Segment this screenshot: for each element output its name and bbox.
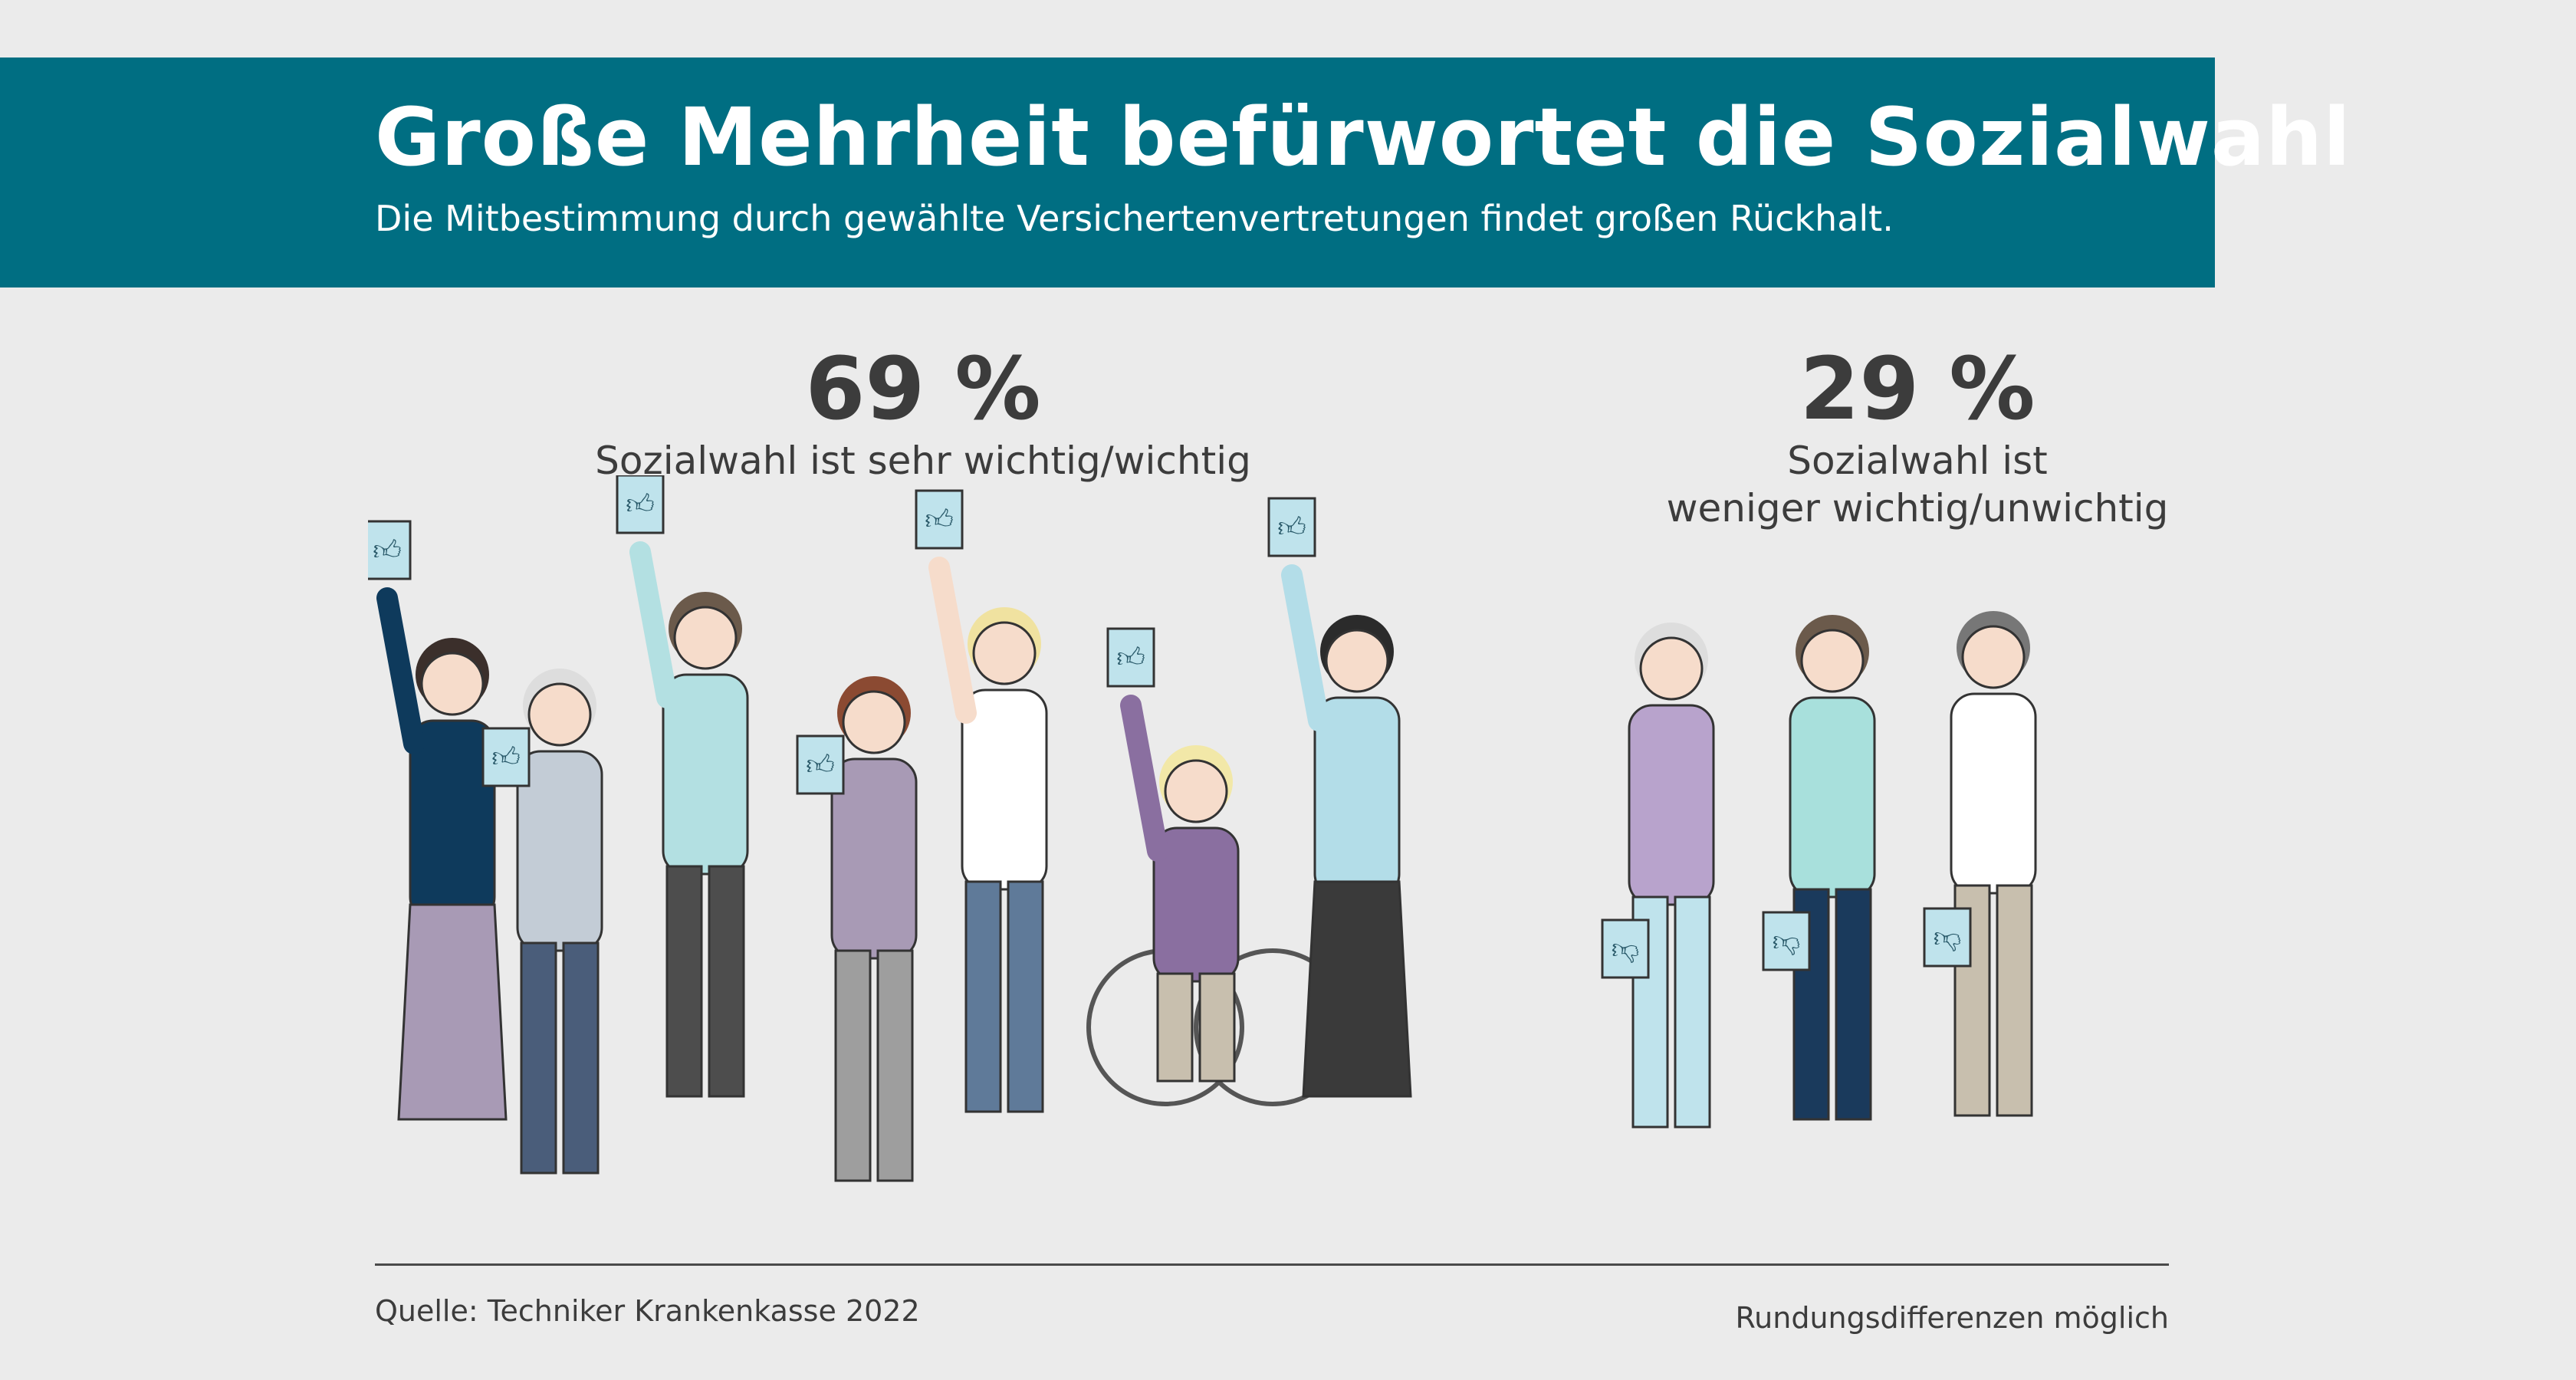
stat-less-important: 29 % Sozialwahl ist weniger wichtig/unwi… bbox=[1667, 347, 2169, 532]
person-leg bbox=[1835, 888, 1872, 1121]
person-leg bbox=[1007, 880, 1044, 1113]
person-torso bbox=[516, 750, 603, 952]
stat-label: weniger wichtig/unwichtig bbox=[1666, 486, 2169, 531]
person-figure: 👍︎ bbox=[915, 489, 1048, 1113]
thumbs-up-icon: 👍︎ bbox=[1277, 512, 1306, 544]
thumbs-down-sign bbox=[1601, 918, 1650, 979]
rounding-note: Rundungsdifferenzen möglich bbox=[1735, 1301, 2169, 1335]
thumbs-up-sign bbox=[1106, 627, 1155, 688]
page-title: Große Mehrheit befürwortet die Sozialwah… bbox=[375, 90, 2351, 184]
person-leg bbox=[1953, 884, 1991, 1117]
person-leg bbox=[520, 941, 557, 1175]
page-subtitle: Die Mitbestimmung durch gewählte Versich… bbox=[375, 198, 1894, 239]
person-leg bbox=[1198, 972, 1236, 1083]
people-illustration: 👍︎ 👍︎ 👍︎ 👍︎ 👍︎ 👍︎ 👍︎ 👎︎ 👎︎ 👎︎ bbox=[368, 475, 2037, 1182]
person-leg bbox=[1996, 884, 2033, 1117]
thumbs-up-sign bbox=[368, 520, 412, 580]
person-leg bbox=[1674, 895, 1711, 1129]
person-torso bbox=[1950, 692, 2037, 895]
thumbs-down-sign bbox=[1923, 907, 1972, 968]
thumbs-up-sign bbox=[1267, 497, 1316, 557]
person-torso bbox=[662, 673, 749, 876]
person-leg bbox=[708, 865, 745, 1098]
thumbs-down-icon: 👎︎ bbox=[1612, 934, 1640, 965]
person-head bbox=[527, 682, 592, 747]
person-torso bbox=[1628, 704, 1715, 906]
thumbs-up-sign bbox=[796, 734, 845, 795]
source-text: Quelle: Techniker Krankenkasse 2022 bbox=[375, 1294, 920, 1328]
person-dress bbox=[397, 903, 508, 1121]
thumbs-up-icon: 👍︎ bbox=[491, 742, 521, 774]
person-head bbox=[1639, 636, 1704, 701]
person-figure: 👍︎ bbox=[616, 475, 749, 1098]
thumbs-up-icon: 👍︎ bbox=[373, 535, 402, 567]
thumbs-down-sign bbox=[1762, 911, 1811, 971]
person-arm bbox=[376, 587, 425, 754]
person-figure: 👎︎ bbox=[1762, 615, 1876, 1121]
thumbs-up-icon: 👍︎ bbox=[925, 504, 954, 536]
person-head bbox=[420, 652, 485, 716]
person-leg bbox=[834, 949, 872, 1182]
thumbs-up-icon: 👍︎ bbox=[806, 750, 835, 781]
person-head bbox=[1164, 759, 1228, 823]
header-banner bbox=[0, 58, 2215, 288]
person-figure: 👍︎ bbox=[796, 676, 918, 1182]
thumbs-up-icon: 👍︎ bbox=[626, 489, 655, 521]
thumbs-up-sign bbox=[616, 475, 665, 534]
thumbs-up-sign bbox=[481, 727, 531, 787]
person-figure: 👍︎ bbox=[368, 520, 508, 1121]
person-head bbox=[842, 690, 906, 754]
person-leg bbox=[1156, 972, 1194, 1083]
stat-important: 69 % Sozialwahl ist sehr wichtig/wichtig bbox=[595, 347, 1251, 485]
person-leg bbox=[562, 941, 600, 1175]
thumbs-down-icon: 👎︎ bbox=[1773, 926, 1801, 958]
person-torso bbox=[1313, 696, 1401, 899]
person-head bbox=[1325, 629, 1389, 693]
footer-divider bbox=[375, 1263, 2169, 1266]
person-torso bbox=[1789, 696, 1876, 899]
person-head bbox=[673, 606, 738, 670]
thumbs-up-icon: 👍︎ bbox=[1116, 642, 1145, 674]
person-leg bbox=[876, 949, 914, 1182]
person-torso bbox=[830, 757, 918, 960]
stat-label: Sozialwahl ist sehr wichtig/wichtig bbox=[595, 439, 1251, 483]
person-figure: 👍︎ bbox=[481, 669, 603, 1175]
person-torso bbox=[1152, 826, 1240, 983]
thumbs-up-sign bbox=[915, 489, 964, 550]
person-arm bbox=[629, 541, 678, 708]
thumbs-down-icon: 👎︎ bbox=[1934, 922, 1962, 954]
person-figure: 👎︎ bbox=[1923, 611, 2037, 1117]
stat-value: 69 % bbox=[805, 340, 1041, 439]
person-arm bbox=[1281, 564, 1329, 731]
person-head bbox=[1800, 629, 1865, 693]
person-arm bbox=[928, 557, 977, 724]
person-dress bbox=[1302, 880, 1412, 1098]
person-leg bbox=[665, 865, 703, 1098]
person-arm bbox=[1120, 695, 1168, 862]
stat-value: 29 % bbox=[1799, 340, 2036, 439]
stat-label: Sozialwahl ist bbox=[1787, 439, 2048, 483]
person-head bbox=[972, 621, 1037, 685]
person-head bbox=[1961, 625, 2026, 689]
person-torso bbox=[961, 688, 1048, 891]
person-leg bbox=[964, 880, 1002, 1113]
person-figure: 👍︎ bbox=[1086, 627, 1352, 1106]
person-figure: 👎︎ bbox=[1601, 623, 1715, 1129]
person-figure: 👍︎ bbox=[1267, 497, 1412, 1098]
